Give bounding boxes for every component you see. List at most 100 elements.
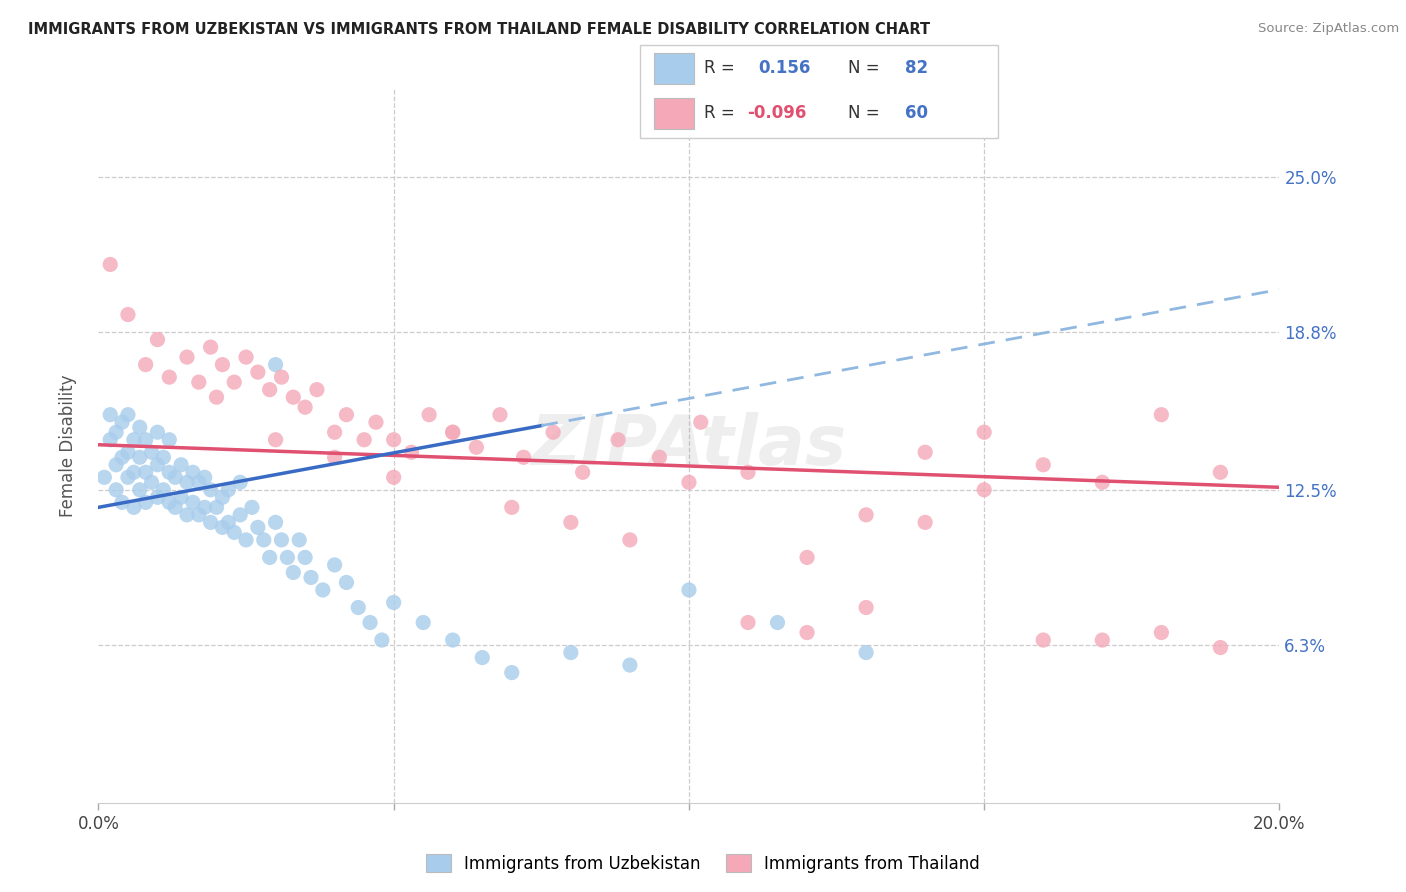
- Point: [335, 408, 357, 422]
- Point: [359, 615, 381, 630]
- Point: [157, 370, 180, 384]
- Point: [117, 445, 139, 459]
- Point: [441, 425, 464, 440]
- Point: [200, 516, 222, 530]
- Point: [441, 633, 464, 648]
- Point: [1150, 408, 1173, 422]
- Point: [541, 425, 564, 440]
- Point: [141, 445, 163, 459]
- Point: [678, 475, 700, 490]
- Point: [855, 646, 877, 660]
- Point: [312, 582, 335, 597]
- Point: [217, 483, 239, 497]
- Point: [240, 500, 263, 515]
- Point: [122, 433, 145, 447]
- Point: [146, 333, 169, 347]
- Point: [111, 495, 134, 509]
- Point: [135, 358, 157, 372]
- Point: [607, 433, 630, 447]
- Point: [170, 458, 193, 472]
- Point: [973, 425, 995, 440]
- Point: [1032, 458, 1054, 472]
- Point: [152, 483, 174, 497]
- Point: [194, 500, 217, 515]
- Point: [235, 350, 257, 364]
- Point: [157, 465, 180, 479]
- Point: [187, 508, 209, 522]
- Point: [235, 533, 257, 547]
- Text: N =: N =: [848, 60, 884, 78]
- Point: [122, 465, 145, 479]
- Point: [117, 408, 139, 422]
- Point: [135, 495, 157, 509]
- Point: [187, 375, 209, 389]
- Point: [264, 358, 287, 372]
- Point: [246, 365, 269, 379]
- Point: [678, 582, 700, 597]
- Text: R =: R =: [704, 104, 741, 122]
- Point: [205, 390, 228, 404]
- Point: [170, 491, 193, 505]
- Point: [152, 450, 174, 465]
- Point: [401, 445, 423, 459]
- Point: [128, 420, 150, 434]
- Point: [914, 445, 936, 459]
- Point: [105, 425, 128, 440]
- Text: Source: ZipAtlas.com: Source: ZipAtlas.com: [1258, 22, 1399, 36]
- Point: [465, 440, 488, 454]
- Point: [1091, 475, 1114, 490]
- Point: [501, 665, 523, 680]
- Point: [105, 458, 128, 472]
- Text: IMMIGRANTS FROM UZBEKISTAN VS IMMIGRANTS FROM THAILAND FEMALE DISABILITY CORRELA: IMMIGRANTS FROM UZBEKISTAN VS IMMIGRANTS…: [28, 22, 931, 37]
- Point: [224, 375, 246, 389]
- Point: [737, 465, 759, 479]
- Point: [128, 483, 150, 497]
- Point: [294, 550, 316, 565]
- Point: [128, 450, 150, 465]
- Point: [619, 658, 641, 673]
- Point: [259, 383, 281, 397]
- Point: [1032, 633, 1054, 648]
- Point: [165, 500, 187, 515]
- Point: [194, 470, 217, 484]
- Point: [288, 533, 311, 547]
- Point: [98, 433, 121, 447]
- Point: [122, 500, 145, 515]
- Point: [648, 450, 671, 465]
- Point: [270, 370, 292, 384]
- Point: [347, 600, 370, 615]
- Point: [135, 433, 157, 447]
- Point: [283, 390, 305, 404]
- Point: [571, 465, 593, 479]
- Point: [200, 340, 222, 354]
- Point: [98, 257, 121, 271]
- Point: [211, 358, 233, 372]
- Point: [117, 470, 139, 484]
- FancyBboxPatch shape: [654, 53, 693, 84]
- Text: N =: N =: [848, 104, 884, 122]
- Point: [176, 508, 198, 522]
- Point: [560, 516, 582, 530]
- Point: [766, 615, 789, 630]
- Point: [205, 500, 228, 515]
- Point: [276, 550, 298, 565]
- Point: [1150, 625, 1173, 640]
- Point: [111, 450, 134, 465]
- Point: [323, 450, 346, 465]
- Legend: Immigrants from Uzbekistan, Immigrants from Thailand: Immigrants from Uzbekistan, Immigrants f…: [419, 847, 987, 880]
- Point: [364, 415, 387, 429]
- Point: [305, 383, 328, 397]
- Point: [353, 433, 375, 447]
- Point: [176, 475, 198, 490]
- Point: [117, 308, 139, 322]
- FancyBboxPatch shape: [654, 98, 693, 129]
- Point: [489, 408, 512, 422]
- Point: [512, 450, 534, 465]
- Y-axis label: Female Disability: Female Disability: [59, 375, 77, 517]
- Point: [371, 633, 394, 648]
- Point: [93, 470, 115, 484]
- Point: [335, 575, 357, 590]
- Text: 0.156: 0.156: [758, 60, 810, 78]
- Point: [146, 491, 169, 505]
- Point: [689, 415, 711, 429]
